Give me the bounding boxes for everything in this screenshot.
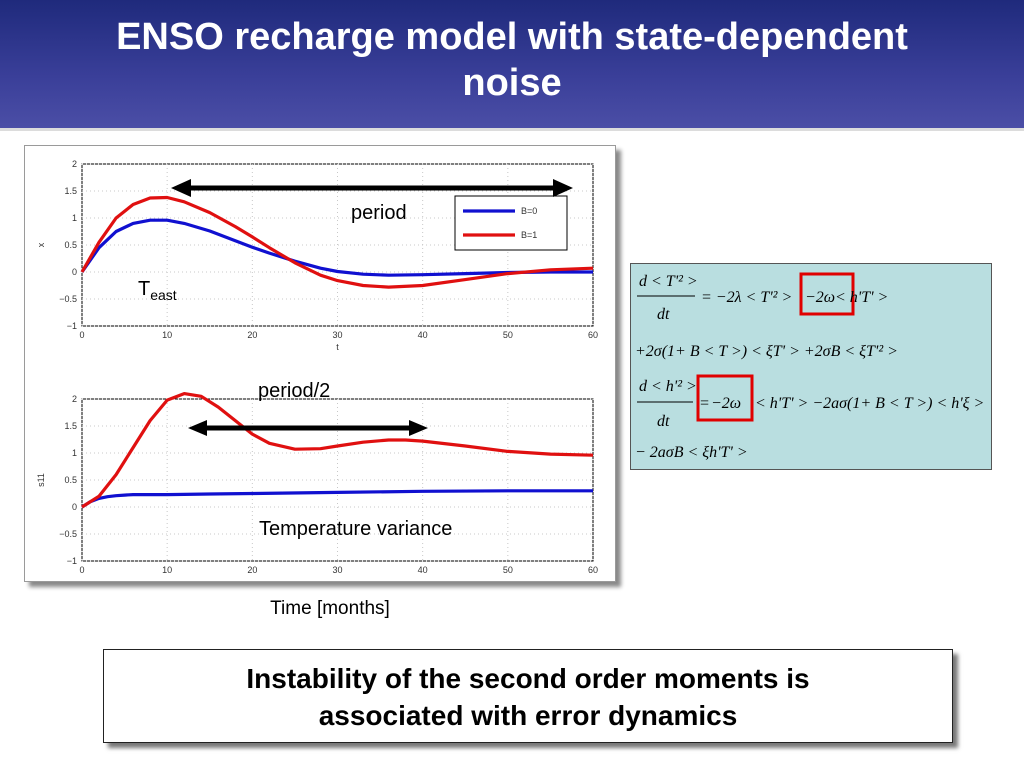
eq3-rhs-a: =	[699, 395, 710, 412]
eq3-rhs-b: −2ω	[711, 395, 741, 412]
chart-annotations: period Teast period/2 Temperature varian…	[138, 179, 573, 540]
chart1-xlabel: t	[336, 342, 339, 352]
title-bar: ENSO recharge model with state-dependent…	[0, 0, 1024, 131]
temp-variance-label: Temperature variance	[259, 518, 452, 540]
chart2-ytick-label: 1.5	[64, 421, 77, 431]
period-half-label: period/2	[258, 380, 330, 402]
teast-main: T	[138, 278, 150, 300]
chart1-xtick-label: 20	[247, 330, 257, 340]
chart1-series-red-line	[80, 195, 594, 289]
chart2-ytick-label: 1	[72, 448, 77, 458]
chart2-xtick-label: 10	[162, 565, 172, 575]
eq3-numerator: d < h'² >	[639, 378, 697, 395]
chart1-legend-entry: B=0	[521, 206, 537, 216]
chart-x-vs-t: 0 10 20 30 40 50 60 −1 −0.5 0 0.5 1 1.5 2 t x B=0 B=1	[36, 159, 598, 352]
chart2-ytick-label: 0	[72, 502, 77, 512]
period-half-arrow	[188, 420, 428, 436]
chart1-xtick-label: 10	[162, 330, 172, 340]
chart2-series-red-line	[81, 392, 594, 509]
slide-title: ENSO recharge model with state-dependent…	[116, 16, 908, 104]
conclusion-box: Instability of the second order moments …	[103, 649, 953, 743]
chart2-ytick-label: −1	[67, 556, 77, 566]
chart2-xtick-label: 60	[588, 565, 598, 575]
chart1-ytick-label: −1	[67, 321, 77, 331]
eq1-highlight-box	[799, 272, 855, 316]
chart1-ylabel: x	[36, 242, 46, 247]
equations-svg: d < T'² > dt = −2λ < T'² > −2ω < h'T' > …	[635, 272, 984, 461]
chart1-xtick-label: 40	[418, 330, 428, 340]
chart1-xtick-label: 30	[332, 330, 342, 340]
chart1-series-blue-line	[80, 218, 593, 277]
chart2-ylabel: s11	[36, 473, 46, 487]
chart2-xtick-label: 40	[418, 565, 428, 575]
eq1-rhs-b: −2ω	[805, 289, 835, 306]
eq3-denominator: dt	[657, 413, 670, 430]
chart2-xtick-label: 30	[332, 565, 342, 575]
conclusion-text: Instability of the second order moments …	[246, 663, 810, 731]
chart2-xtick-label: 0	[79, 565, 84, 575]
chart1-ytick-label: −0.5	[59, 294, 77, 304]
period-arrow	[171, 179, 573, 197]
eq1-rhs-a: = −2λ < T'² >	[701, 289, 792, 306]
chart1-legend-entry: B=1	[521, 230, 537, 240]
period-label: period	[351, 202, 407, 224]
chart2-ytick-label: −0.5	[59, 529, 77, 539]
chart2-xtick-label: 20	[247, 565, 257, 575]
eq3-rhs-c: < h'T' > −2aσ(1+ B < T >) < h'ξ >	[755, 395, 984, 412]
chart1-ytick-label: 2	[72, 159, 77, 169]
chart1-xtick-label: 50	[503, 330, 513, 340]
chart2-ytick-label: 2	[72, 394, 77, 404]
chart1-ytick-label: 1	[72, 213, 77, 223]
teast-sub: east	[150, 287, 177, 303]
teast-label: Teast	[138, 278, 177, 303]
chart1-legend	[454, 195, 568, 251]
chart2-xtick-label: 50	[503, 565, 513, 575]
eq3-highlight-box	[696, 374, 754, 422]
eq1-rhs-c: < h'T' >	[835, 289, 888, 306]
chart1-ytick-label: 0	[72, 267, 77, 277]
eq2-line: +2σ(1+ B < T >) < ξT' > +2σB < ξT'² >	[635, 343, 898, 360]
chart-s11-vs-t: 0 10 20 30 40 50 60 −1 −0.5 0 0.5 1 1.5 2 s11	[36, 392, 598, 575]
chart1-ytick-label: 1.5	[64, 186, 77, 196]
time-axis-label: Time [months]	[270, 598, 390, 619]
chart1-ytick-label: 0.5	[64, 240, 77, 250]
equation-box: d < T'² > dt = −2λ < T'² > −2ω < h'T' > …	[630, 263, 992, 470]
chart1-xtick-label: 60	[588, 330, 598, 340]
chart1-xtick-label: 0	[79, 330, 84, 340]
chart2-ytick-label: 0.5	[64, 475, 77, 485]
chart2-series-blue-line	[81, 489, 593, 509]
figure-panel: 0 10 20 30 40 50 60 −1 −0.5 0 0.5 1 1.5 2 t x B=0 B=1 0 10…	[24, 145, 616, 582]
eq1-denominator: dt	[657, 306, 670, 323]
eq4-line: − 2aσB < ξh'T' >	[635, 444, 748, 461]
eq1-numerator: d < T'² >	[639, 273, 698, 290]
